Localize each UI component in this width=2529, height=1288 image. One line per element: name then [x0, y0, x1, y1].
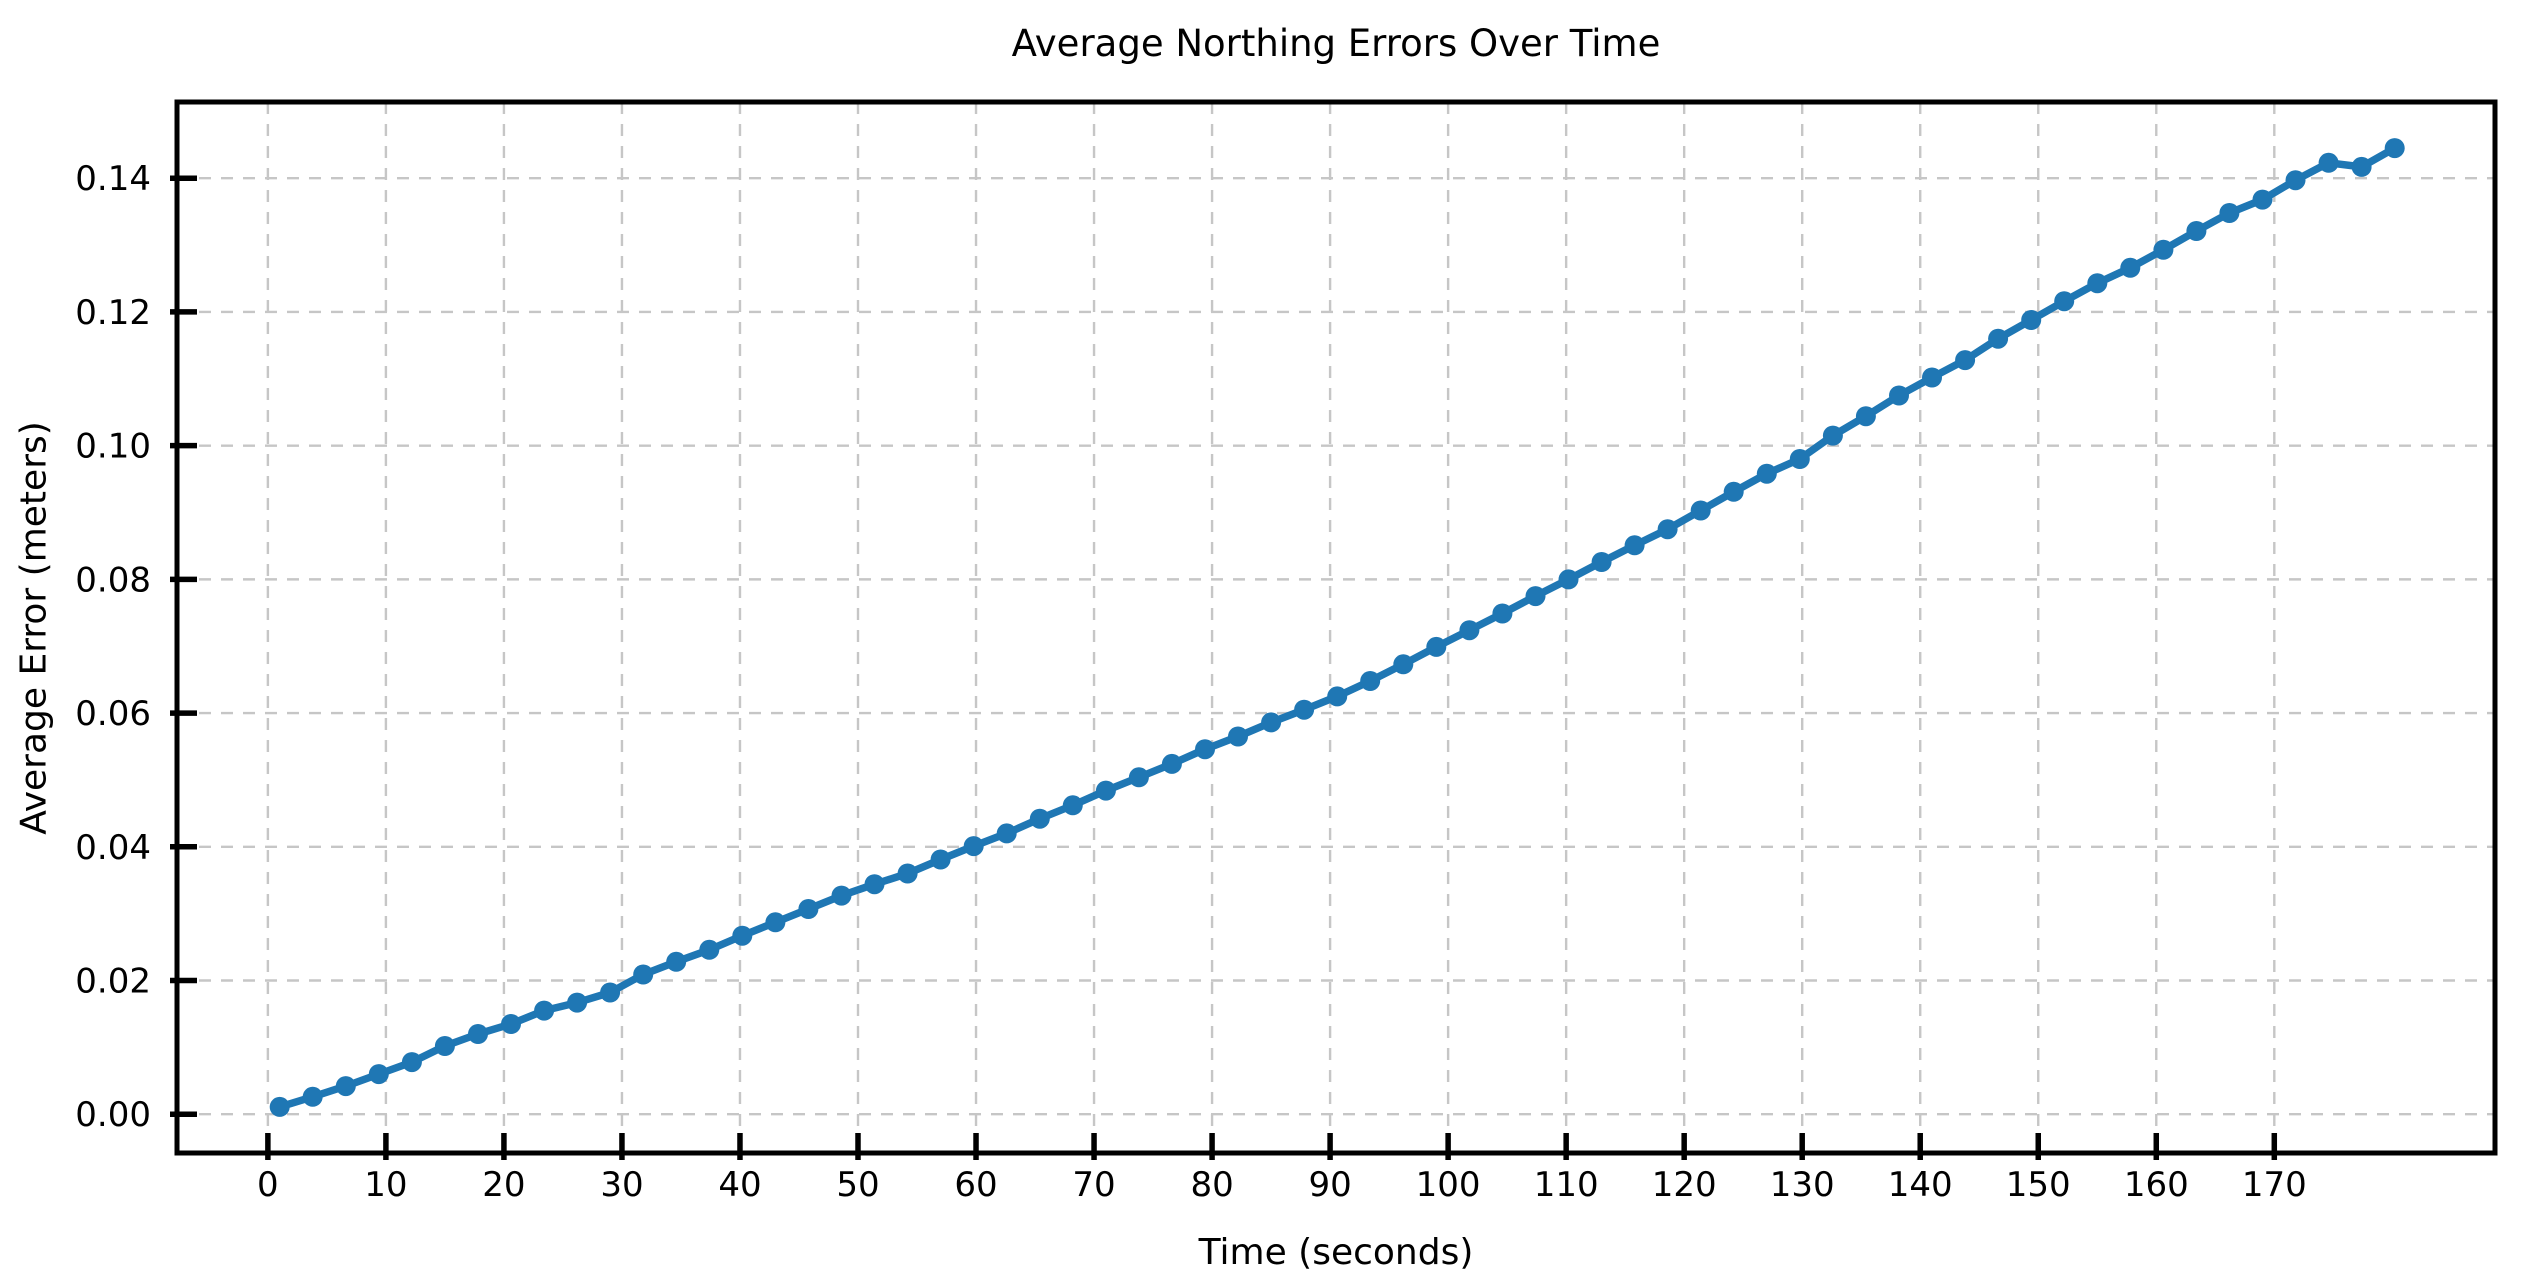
data-point — [2186, 221, 2207, 241]
x-tick-label: 160 — [2124, 1165, 2189, 1205]
data-point — [666, 951, 687, 972]
data-point — [1988, 328, 2009, 349]
data-point — [2153, 239, 2174, 260]
data-point — [963, 836, 984, 857]
x-tick-label: 70 — [1072, 1165, 1115, 1205]
data-point — [2384, 138, 2405, 159]
data-point — [2219, 203, 2240, 223]
y-tick-label: 0.08 — [75, 560, 151, 600]
data-point — [732, 925, 753, 946]
data-point — [335, 1076, 356, 1097]
data-point — [468, 1024, 488, 1044]
data-point — [1922, 367, 1942, 388]
data-point — [1161, 753, 1182, 774]
y-tick-label: 0.00 — [75, 1095, 151, 1135]
data-point — [501, 1014, 521, 1034]
data-point — [600, 982, 621, 1003]
data-point — [2285, 170, 2306, 191]
data-point — [2054, 291, 2075, 312]
data-point — [1393, 654, 1414, 675]
data-point — [1195, 739, 1215, 760]
data-point — [897, 863, 918, 884]
data-point — [1525, 586, 1546, 607]
x-tick-label: 90 — [1308, 1165, 1351, 1205]
y-tick-label: 0.06 — [75, 694, 151, 734]
data-point — [1095, 780, 1116, 801]
data-point — [1690, 500, 1711, 521]
x-tick-label: 100 — [1416, 1165, 1481, 1205]
x-tick-label: 140 — [1888, 1165, 1953, 1205]
data-point — [368, 1064, 389, 1085]
data-point — [401, 1052, 422, 1073]
data-point — [2021, 310, 2042, 330]
data-point — [1789, 449, 1810, 469]
data-point — [1294, 699, 1315, 720]
data-point — [798, 899, 819, 919]
data-point — [1128, 767, 1149, 788]
chart-title: Average Northing Errors Over Time — [1011, 22, 1661, 65]
data-point — [1327, 686, 1348, 707]
data-point — [1723, 481, 1744, 502]
data-point — [1822, 425, 1843, 446]
data-point — [1228, 726, 1248, 747]
data-point — [1657, 519, 1678, 540]
x-axis-label: Time (seconds) — [1198, 1232, 1474, 1273]
data-point — [2351, 156, 2372, 177]
data-point — [434, 1036, 455, 1056]
data-point — [831, 885, 852, 906]
x-tick-label: 0 — [257, 1165, 279, 1205]
data-point — [302, 1086, 323, 1107]
data-point — [1459, 620, 1480, 641]
data-point — [1062, 795, 1083, 816]
data-point — [1889, 385, 1909, 406]
y-tick-label: 0.14 — [75, 159, 151, 199]
data-point — [2120, 257, 2141, 278]
plot-frame — [174, 99, 2498, 1156]
data-point — [2252, 189, 2273, 210]
x-tick-label: 130 — [1770, 1165, 1835, 1205]
data-point — [534, 1000, 555, 1021]
data-point — [864, 874, 885, 895]
data-point — [765, 912, 786, 933]
data-point — [1591, 552, 1612, 572]
data-point — [1360, 671, 1381, 691]
data-point — [1624, 535, 1645, 556]
data-point — [633, 964, 654, 985]
y-tick-label: 0.10 — [75, 427, 151, 467]
data-point — [930, 849, 951, 870]
x-tick-label: 150 — [2006, 1165, 2071, 1205]
data-point — [1426, 636, 1447, 657]
x-tick-label: 40 — [718, 1165, 761, 1205]
data-point — [1492, 603, 1513, 624]
x-tick-label: 60 — [954, 1165, 997, 1205]
x-tick-label: 80 — [1190, 1165, 1233, 1205]
x-tick-label: 20 — [482, 1165, 525, 1205]
data-point — [1261, 712, 1282, 733]
data-point — [1855, 406, 1876, 427]
data-point — [996, 823, 1017, 844]
x-tick-label: 110 — [1534, 1165, 1599, 1205]
x-tick-label: 50 — [836, 1165, 879, 1205]
y-axis-label: Average Error (meters) — [13, 421, 55, 835]
y-tick-label: 0.12 — [75, 293, 151, 333]
y-tick-label: 0.04 — [75, 828, 151, 868]
data-point — [699, 939, 720, 960]
x-tick-label: 30 — [600, 1165, 643, 1205]
data-point — [2318, 152, 2339, 173]
series-line — [275, 144, 2399, 1111]
data-point — [1955, 350, 1976, 371]
data-point — [269, 1096, 290, 1117]
y-tick-label: 0.02 — [75, 962, 151, 1002]
data-point — [1029, 808, 1050, 829]
x-tick-label: 170 — [2242, 1165, 2307, 1205]
x-tick-label: 10 — [364, 1165, 407, 1205]
data-point — [2087, 273, 2108, 294]
data-point — [1756, 463, 1777, 484]
x-tick-label: 120 — [1652, 1165, 1717, 1205]
data-point — [1558, 569, 1579, 590]
data-point — [567, 992, 588, 1013]
